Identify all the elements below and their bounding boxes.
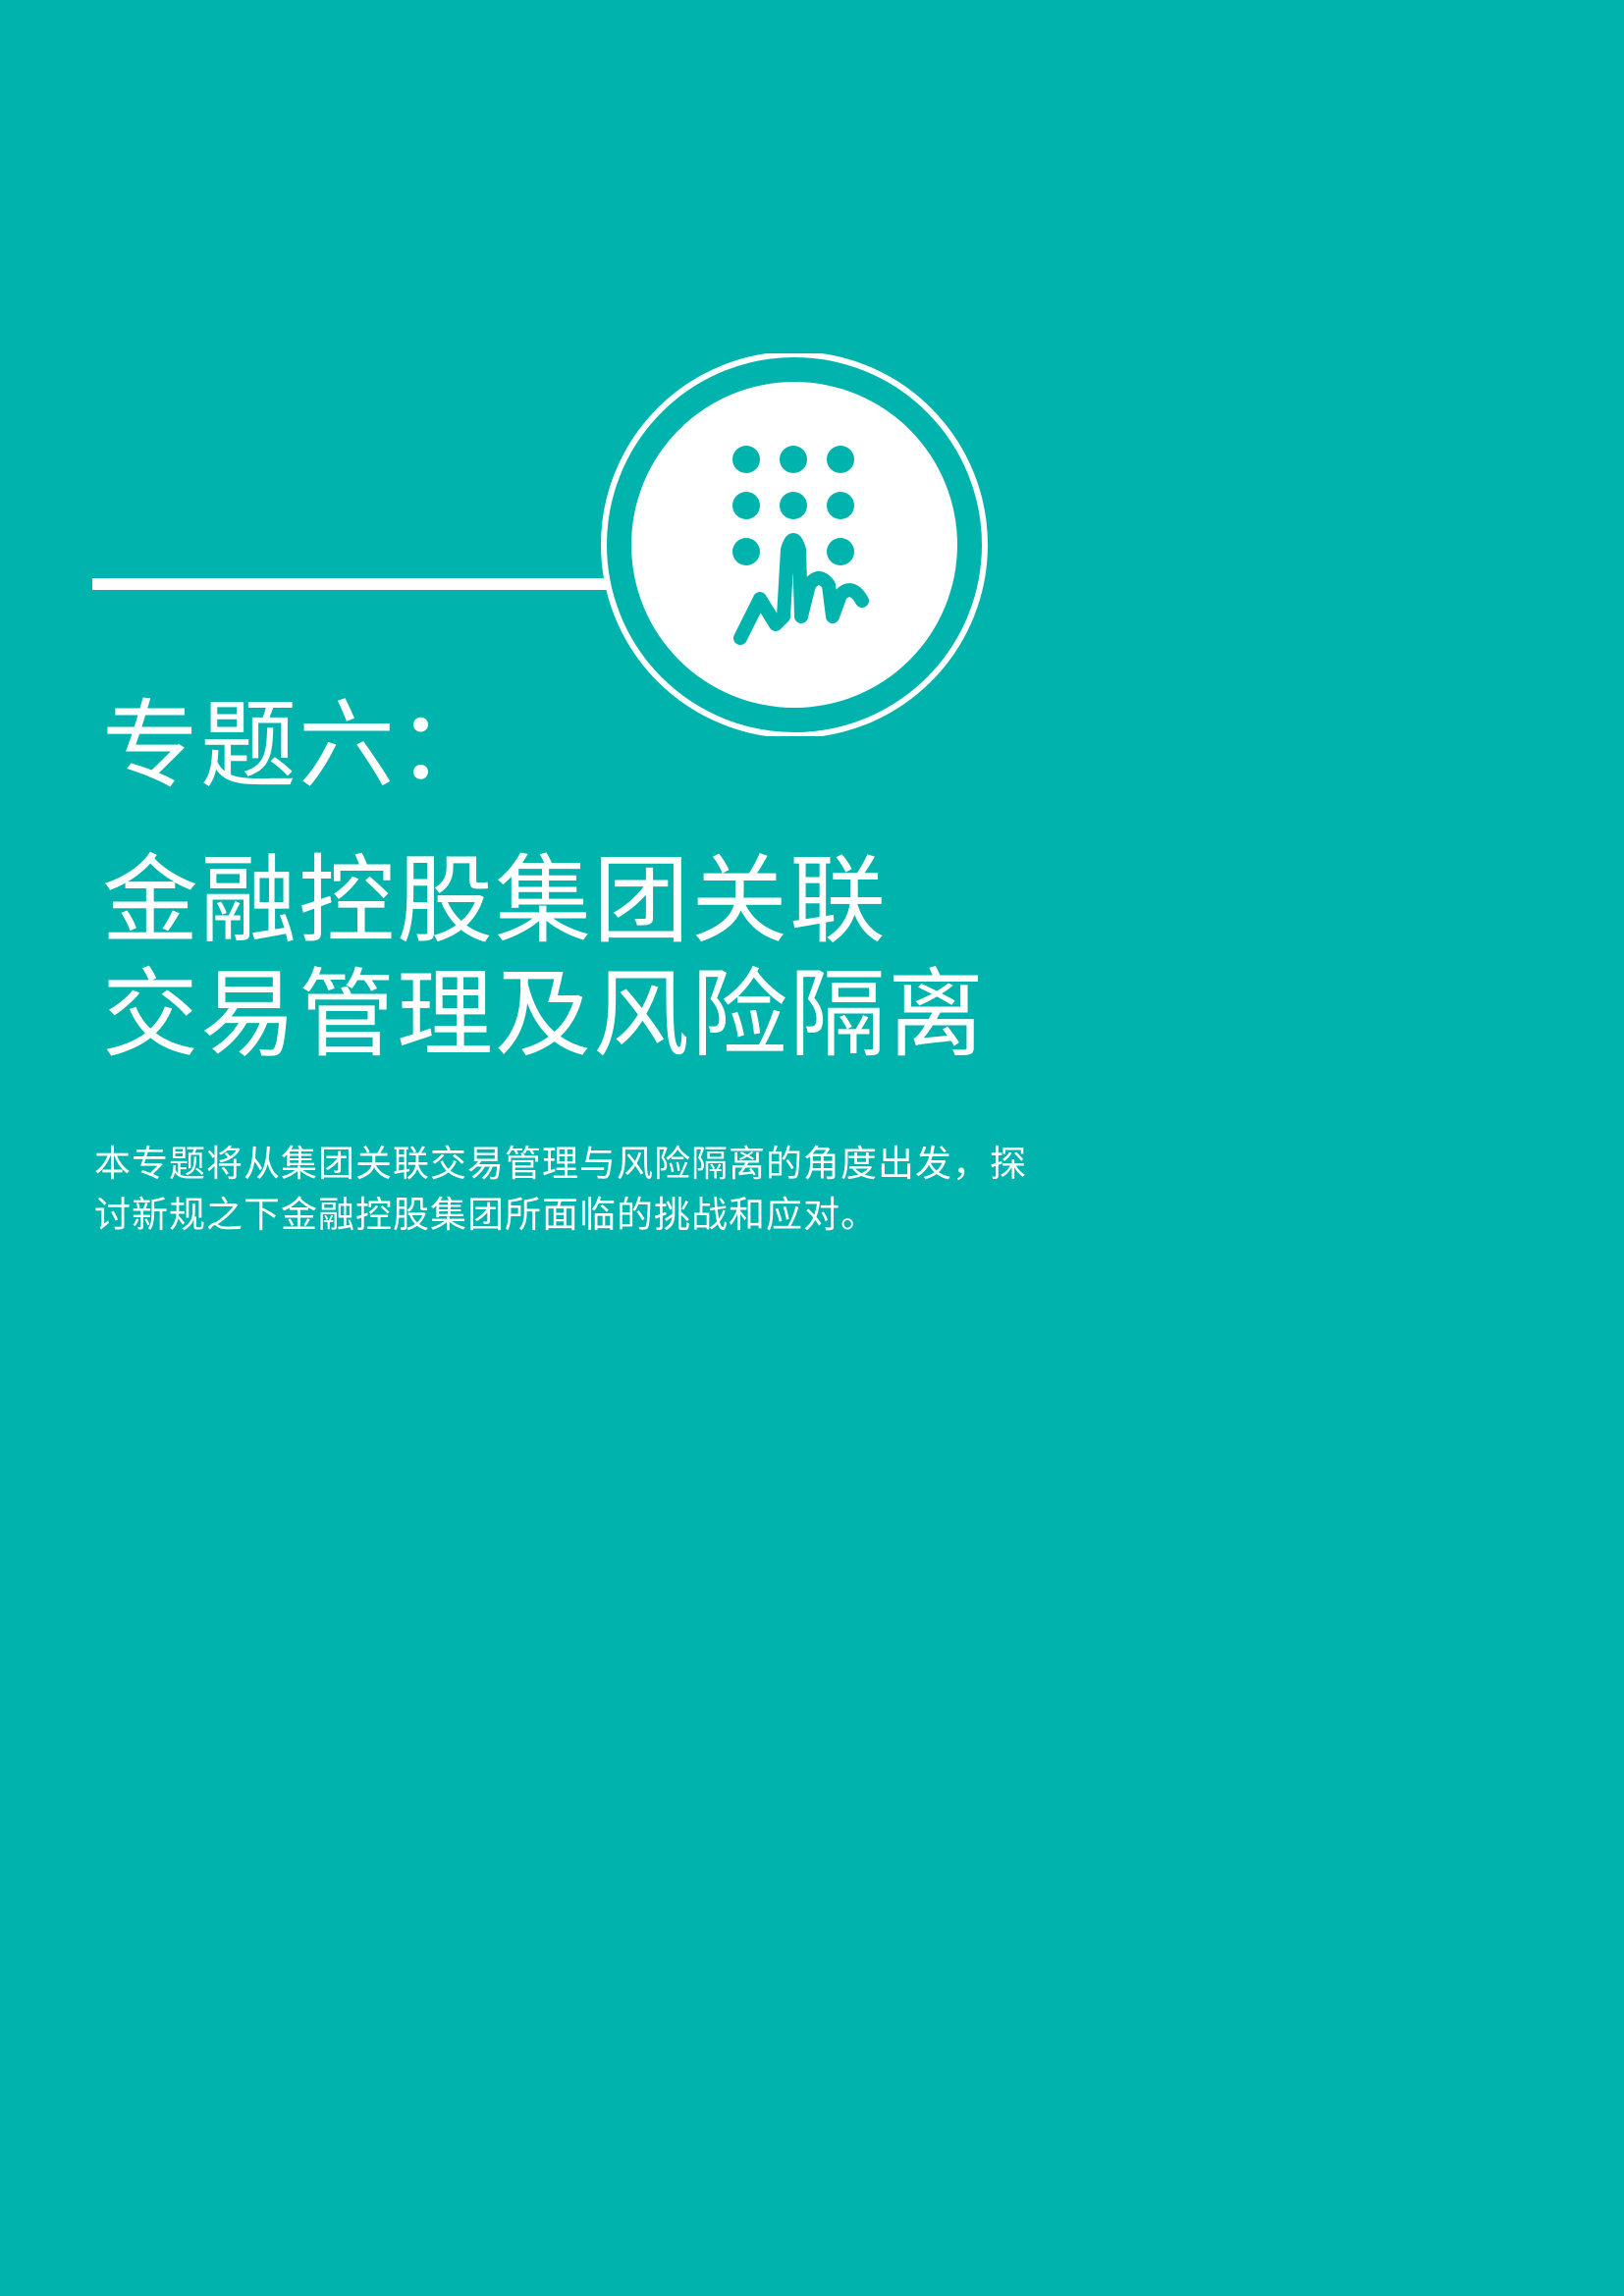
page-title: 金融控股集团关联 交易管理及风险隔离 bbox=[102, 844, 986, 1072]
touch-keypad-icon bbox=[601, 353, 988, 736]
intro-paragraph: 本专题将从集团关联交易管理与风险隔离的角度出发，探讨新规之下金融控股集团所面临的… bbox=[94, 1143, 1027, 1236]
badge bbox=[601, 353, 994, 736]
divider-line bbox=[92, 578, 607, 590]
topic-label: 专题六： bbox=[102, 690, 496, 802]
title-line-1: 金融控股集团关联 bbox=[102, 845, 889, 957]
title-line-2: 交易管理及风险隔离 bbox=[102, 959, 987, 1071]
